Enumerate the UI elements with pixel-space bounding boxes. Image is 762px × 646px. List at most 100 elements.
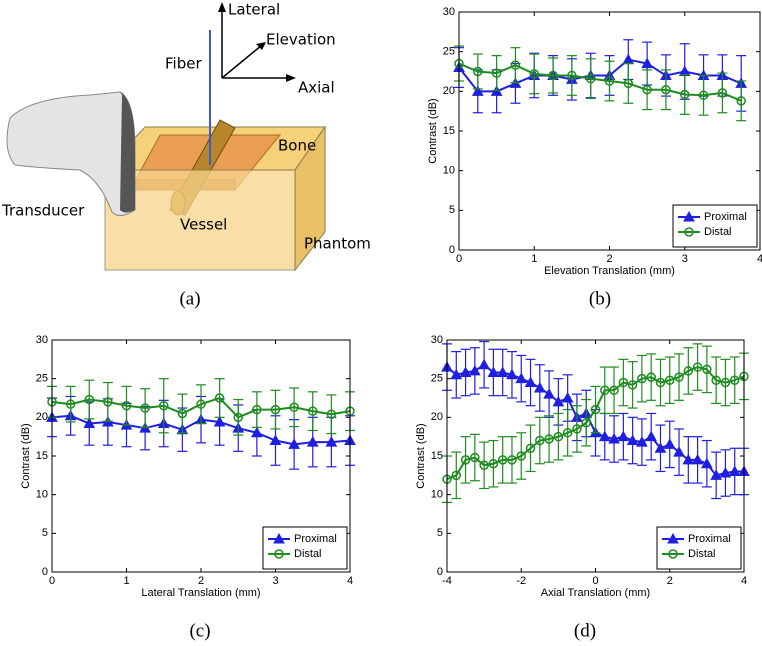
marker: [626, 434, 639, 446]
marker: [617, 430, 630, 442]
marker: [637, 373, 647, 384]
marker: [543, 388, 555, 399]
legend-label: Distal: [688, 548, 716, 560]
legend: [672, 204, 758, 248]
marker: [667, 532, 679, 544]
marker: [450, 368, 463, 380]
marker: [736, 96, 746, 106]
y-tick-label: 0: [42, 566, 48, 578]
x-tick-label: -2: [516, 575, 526, 587]
marker: [524, 376, 537, 388]
x-tick-label: 2: [606, 253, 612, 265]
marker: [473, 66, 483, 77]
marker: [548, 70, 558, 81]
y-tick-label: 5: [449, 204, 455, 216]
marker: [515, 372, 528, 384]
y-axis-label: Contrast (dB): [427, 98, 439, 163]
y-tick-label: 5: [437, 527, 443, 539]
x-tick-label: 4: [757, 253, 762, 265]
series-line: [458, 58, 742, 93]
series-line: [458, 62, 742, 102]
marker: [251, 426, 263, 438]
x-axis-label: Axial Translation (mm): [541, 587, 650, 599]
marker: [478, 358, 490, 370]
y-tick-label: 15: [36, 450, 48, 462]
y-tick-label: 25: [431, 373, 443, 385]
marker: [642, 84, 652, 95]
marker: [719, 466, 732, 478]
marker: [289, 402, 299, 413]
marker: [581, 417, 591, 428]
y-tick-label: 15: [443, 125, 455, 137]
y-tick-label: 25: [36, 373, 48, 385]
marker: [510, 60, 521, 70]
marker: [103, 397, 113, 407]
legend: [656, 526, 742, 570]
marker: [471, 85, 484, 96]
label: Vessel: [180, 216, 227, 234]
label: Bone: [278, 137, 316, 155]
marker: [701, 457, 713, 469]
transducer-face: [120, 92, 135, 213]
marker: [561, 391, 574, 403]
x-tick-label: 1: [531, 253, 537, 265]
caption: (a): [179, 288, 200, 309]
series-line: [51, 396, 351, 419]
marker: [663, 438, 676, 449]
axes-glyph: [221, 8, 290, 79]
marker: [680, 89, 690, 100]
marker: [627, 380, 638, 390]
legend-label: Distal: [294, 548, 322, 560]
marker: [604, 76, 615, 86]
marker: [728, 465, 741, 476]
marker: [609, 385, 619, 396]
x-axis-label: Lateral Translation (mm): [141, 587, 260, 599]
marker: [535, 435, 545, 446]
marker: [140, 403, 150, 413]
marker: [308, 406, 318, 416]
y-tick-label: 0: [437, 566, 443, 578]
arrow-head: [256, 42, 266, 50]
marker: [529, 69, 539, 79]
marker: [270, 404, 281, 415]
arrow-head: [218, 2, 226, 12]
marker: [711, 375, 721, 385]
marker: [684, 227, 694, 237]
label: Elevation: [266, 31, 336, 49]
x-tick-label: 3: [682, 253, 688, 265]
marker: [552, 395, 565, 407]
marker: [636, 436, 648, 447]
arrow: [221, 44, 263, 79]
marker: [460, 455, 471, 465]
y-tick-label: 10: [431, 489, 443, 501]
marker: [544, 434, 554, 444]
x-tick-label: 0: [592, 575, 598, 587]
marker: [646, 372, 656, 382]
y-tick-label: 30: [431, 334, 443, 346]
marker: [661, 84, 671, 95]
y-tick-label: 10: [36, 489, 48, 501]
marker: [717, 88, 728, 98]
marker: [159, 400, 169, 411]
marker: [491, 68, 502, 78]
marker: [487, 366, 500, 377]
marker: [641, 57, 653, 69]
marker: [600, 385, 610, 396]
legend-label: Distal: [704, 226, 732, 238]
y-axis-label: Contrast (dB): [415, 423, 427, 488]
marker: [572, 424, 582, 434]
y-tick-label: 20: [431, 411, 443, 423]
arrow-head: [286, 74, 296, 82]
marker: [668, 549, 678, 559]
x-tick-label: 3: [272, 575, 278, 587]
label: Phantom: [304, 235, 371, 253]
marker: [451, 470, 462, 481]
marker: [682, 453, 695, 465]
marker: [479, 460, 489, 471]
marker: [65, 399, 76, 409]
legend-label: Proximal: [294, 533, 337, 545]
y-tick-label: 25: [443, 46, 455, 58]
marker: [698, 90, 709, 101]
marker: [213, 415, 226, 427]
